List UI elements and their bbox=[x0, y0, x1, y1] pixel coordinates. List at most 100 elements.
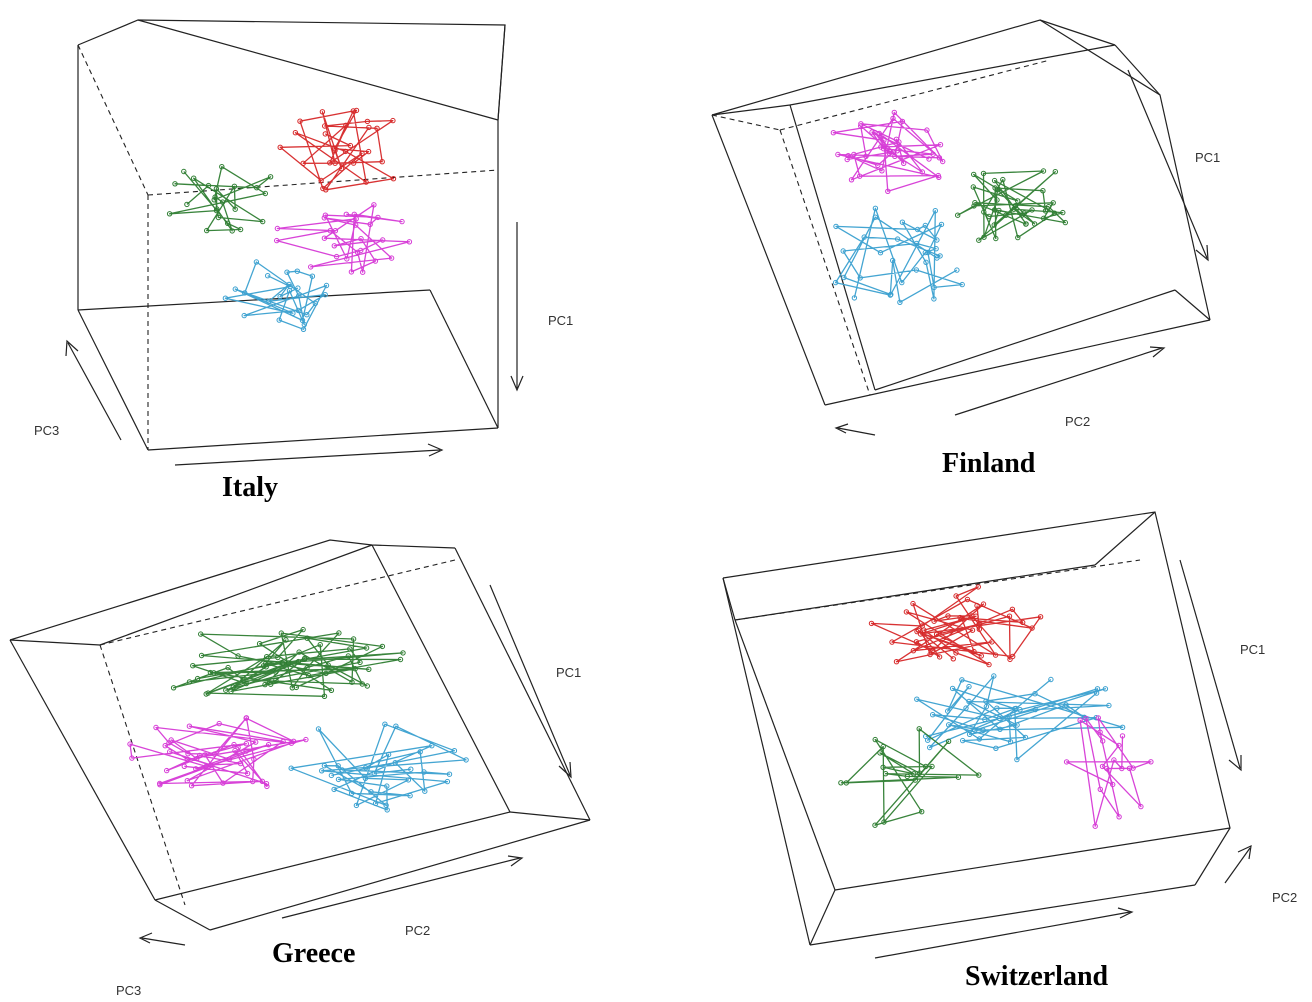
trajectory-point bbox=[1022, 734, 1029, 741]
trajectory-point bbox=[286, 281, 292, 288]
trajectory-point bbox=[290, 738, 297, 744]
switzerland-pc2-arrow bbox=[1224, 847, 1251, 884]
trajectory-point bbox=[202, 752, 208, 758]
trajectory-point bbox=[253, 259, 260, 265]
trajectory-point bbox=[349, 679, 355, 685]
trajectory-point bbox=[283, 637, 289, 643]
trajectory-point bbox=[264, 654, 270, 660]
trajectory-point bbox=[933, 246, 939, 252]
trajectory-point bbox=[957, 614, 963, 621]
trajectory-point bbox=[1119, 733, 1126, 739]
trajectory-point bbox=[127, 741, 133, 747]
trajectory-point bbox=[362, 775, 369, 781]
trajectory-point bbox=[994, 197, 1000, 203]
trajectory-point bbox=[1006, 613, 1013, 619]
trajectory-point bbox=[980, 727, 986, 733]
trajectory-point bbox=[422, 788, 428, 794]
trajectory-point bbox=[923, 763, 929, 770]
trajectory-point bbox=[231, 741, 237, 748]
trajectory-point bbox=[297, 118, 303, 124]
italy-pc3-arrow bbox=[67, 342, 122, 441]
trajectory-point bbox=[230, 684, 236, 690]
trajectory-point bbox=[390, 117, 396, 124]
trajectory-point bbox=[288, 765, 294, 771]
trajectory-point bbox=[966, 683, 972, 690]
trajectory-point bbox=[1007, 656, 1013, 663]
finland-pc1-arrowhead bbox=[1195, 244, 1209, 262]
trajectory-point bbox=[1009, 606, 1016, 612]
trajectory-point bbox=[1116, 742, 1122, 749]
trajectory-point bbox=[181, 763, 188, 769]
trajectory-point bbox=[332, 160, 338, 166]
trajectory-point bbox=[429, 743, 435, 749]
trajectory-point bbox=[881, 819, 887, 825]
trajectory-point bbox=[164, 767, 170, 774]
trajectory-point bbox=[1042, 208, 1049, 214]
trajectory-point bbox=[253, 739, 259, 745]
trajectory-point bbox=[353, 802, 360, 809]
trajectory-point bbox=[327, 228, 333, 234]
trajectory-point bbox=[1148, 759, 1154, 765]
trajectory-point bbox=[1040, 188, 1046, 194]
trajectory-point bbox=[204, 227, 210, 234]
trajectory-point bbox=[198, 652, 205, 659]
trajectory-point bbox=[364, 683, 370, 689]
trajectory-point bbox=[276, 317, 282, 323]
trajectory-point bbox=[983, 698, 989, 704]
trajectory-point bbox=[186, 723, 193, 729]
trajectory-point bbox=[904, 773, 910, 780]
trajectory-point bbox=[295, 307, 301, 314]
trajectory-point bbox=[861, 234, 867, 240]
trajectory-point bbox=[940, 158, 946, 165]
trajectory-point bbox=[371, 202, 377, 208]
trajectory-point bbox=[980, 601, 987, 607]
switzerland-pc2-arrowhead bbox=[1237, 844, 1252, 860]
trajectory-point bbox=[938, 221, 945, 228]
finland-pc3-arrowhead bbox=[834, 423, 849, 434]
trajectory-point bbox=[882, 771, 889, 777]
trajectory-point bbox=[1052, 169, 1059, 175]
trajectory-point bbox=[417, 749, 423, 755]
trajectory-point bbox=[166, 740, 172, 746]
trajectory-point bbox=[976, 772, 982, 778]
trajectory-point bbox=[993, 235, 999, 242]
trajectory-point bbox=[922, 249, 928, 256]
trajectory-point bbox=[858, 121, 864, 127]
trajectory-point bbox=[372, 258, 379, 264]
trajectory-point bbox=[197, 752, 203, 759]
trajectory-point bbox=[893, 659, 900, 665]
trajectory-point bbox=[274, 225, 281, 232]
trajectory-point bbox=[366, 124, 372, 131]
trajectory-point bbox=[1040, 168, 1047, 174]
switzerland-pc1-arrow bbox=[1179, 559, 1241, 769]
greece-trajectories bbox=[127, 626, 469, 813]
trajectory-point bbox=[914, 226, 921, 233]
trajectory-point bbox=[336, 630, 342, 636]
trajectory-point bbox=[166, 211, 173, 217]
trajectory-point bbox=[226, 756, 233, 762]
greece-pc3-arrow bbox=[141, 937, 186, 946]
trajectory-point bbox=[840, 248, 846, 254]
trajectory-point bbox=[888, 291, 894, 298]
trajectory-point bbox=[983, 703, 990, 710]
trajectory-point bbox=[892, 153, 898, 160]
trajectory-point bbox=[388, 255, 395, 261]
trajectory-point bbox=[872, 736, 878, 743]
trajectory-point bbox=[879, 168, 885, 174]
trajectory-point bbox=[1007, 739, 1014, 745]
trajectory-point bbox=[915, 627, 922, 634]
trajectory-point bbox=[931, 284, 937, 291]
trajectory-point bbox=[912, 777, 918, 783]
trajectory-point bbox=[1095, 715, 1102, 721]
trajectory-point bbox=[332, 147, 338, 154]
trajectory-point bbox=[1100, 738, 1106, 744]
trajectory-point bbox=[1138, 803, 1144, 810]
trajectory-point bbox=[317, 642, 323, 648]
trajectory-point bbox=[304, 635, 310, 641]
trajectory-line bbox=[834, 207, 963, 303]
trajectory-point bbox=[875, 162, 881, 169]
trajectory-point bbox=[953, 593, 959, 599]
trajectory-point bbox=[222, 295, 229, 301]
trajectory-point bbox=[275, 654, 281, 661]
